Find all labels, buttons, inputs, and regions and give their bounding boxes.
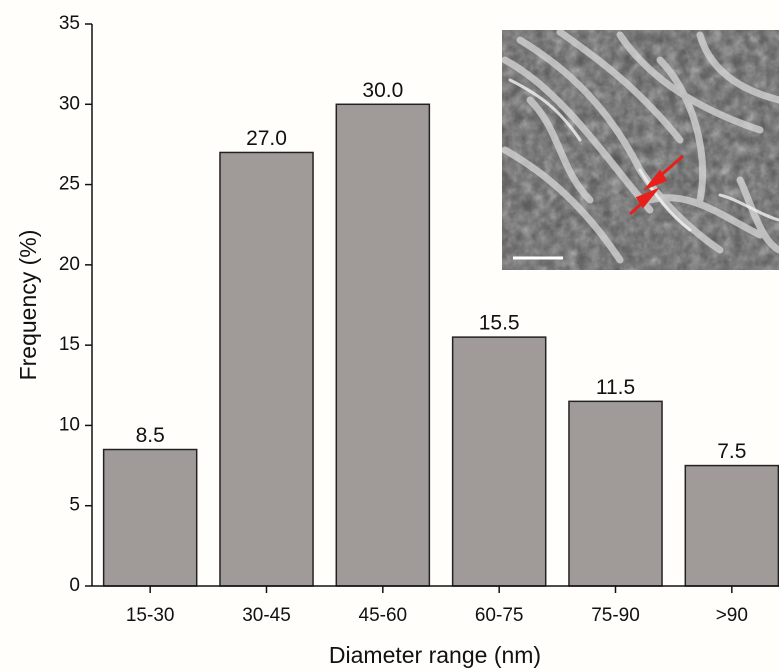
bar (220, 152, 313, 586)
sem-inset (502, 30, 779, 270)
x-tick-label: >90 (716, 605, 748, 626)
y-axis-title: Frequency (%) (15, 230, 41, 381)
value-label: 7.5 (717, 440, 746, 463)
value-label: 15.5 (479, 312, 520, 335)
y-tick-label: 20 (59, 254, 80, 275)
page: {"chart_data": {"type": "bar", "x_label"… (0, 0, 779, 672)
value-label: 8.5 (136, 424, 165, 447)
value-label: 30.0 (362, 79, 403, 102)
y-tick-label: 0 (69, 575, 80, 596)
bar (336, 104, 429, 586)
bar (569, 401, 662, 586)
y-tick-label: 25 (59, 174, 80, 195)
bar (104, 450, 197, 586)
x-tick-label: 30-45 (242, 605, 291, 626)
y-tick-label: 30 (59, 93, 80, 114)
x-axis-title: Diameter range (nm) (329, 642, 541, 668)
bar (453, 337, 546, 586)
y-tick-label: 5 (69, 495, 80, 516)
y-tick-label: 10 (59, 414, 80, 435)
x-tick-label: 15-30 (126, 605, 175, 626)
x-tick-label: 60-75 (475, 605, 524, 626)
bar (685, 466, 778, 586)
value-label: 27.0 (246, 127, 287, 150)
chart: 0 5 10 15 20 25 30 35 8.5 15-30 27.0 30-45 30.0 45-60… (0, 0, 779, 672)
x-tick-label: 75-90 (591, 605, 640, 626)
y-tick-label: 35 (59, 13, 80, 34)
x-tick-label: 45-60 (359, 605, 408, 626)
y-tick-label: 15 (59, 334, 80, 355)
value-label: 11.5 (596, 376, 635, 399)
inset-texture (502, 30, 779, 270)
